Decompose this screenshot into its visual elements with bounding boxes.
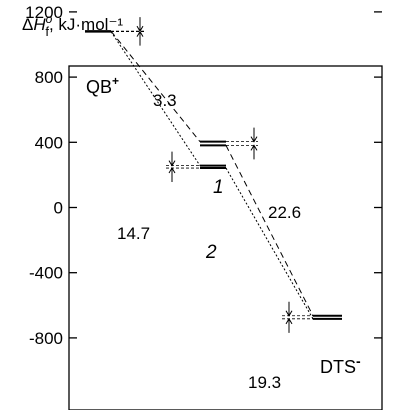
- split-label-dts: 19.3: [248, 373, 281, 392]
- y-axis-label: ΔHo f, kJ·mol⁻¹: [22, 12, 123, 39]
- path-2-segment-down: [225, 167, 314, 320]
- state-label-qb: QB+: [86, 74, 119, 97]
- arrowhead-DTS-up: [285, 317, 293, 325]
- split-label-1: 22.6: [268, 203, 301, 222]
- path-2-segment-up: [110, 31, 201, 166]
- path-1-segment-up: [110, 30, 201, 142]
- h-symbol: H: [33, 15, 46, 34]
- arrowhead-1-down: [250, 136, 258, 143]
- superscript-o: o: [46, 12, 53, 26]
- subscript-f: f: [45, 24, 49, 39]
- arrowhead-QB-up: [136, 30, 144, 37]
- path-1-segment-down: [225, 145, 314, 316]
- y-tick-label: 1200: [25, 3, 63, 22]
- y-tick-label: -800: [29, 329, 63, 348]
- energy-levels: [85, 17, 342, 333]
- arrowhead-DTS-down: [285, 310, 293, 317]
- y-tick-label: 0: [54, 199, 63, 218]
- annotations: QB+ DTS- 1 2 3.3 22.6 14.7 19.3: [86, 74, 361, 392]
- y-tick-label: 800: [35, 68, 63, 87]
- unit-text: , kJ·mol⁻¹: [49, 15, 123, 34]
- arrowhead-1-up: [250, 144, 258, 151]
- transition-paths: [110, 30, 314, 320]
- plot-frame: [68, 65, 383, 410]
- y-tick-label: -400: [29, 264, 63, 283]
- split-label-qb: 3.3: [153, 91, 177, 110]
- y-ticks: -800 -400 0 400 800 1200: [25, 3, 382, 348]
- path-label-1: 1: [213, 177, 224, 198]
- split-label-2: 14.7: [117, 224, 150, 243]
- state-label-dts: DTS-: [320, 353, 361, 377]
- y-tick-label: 400: [35, 133, 63, 152]
- delta-symbol: Δ: [22, 15, 33, 34]
- path-label-2: 2: [205, 242, 217, 263]
- arrowhead-2-down: [168, 160, 176, 167]
- arrowhead-2-up: [168, 167, 176, 174]
